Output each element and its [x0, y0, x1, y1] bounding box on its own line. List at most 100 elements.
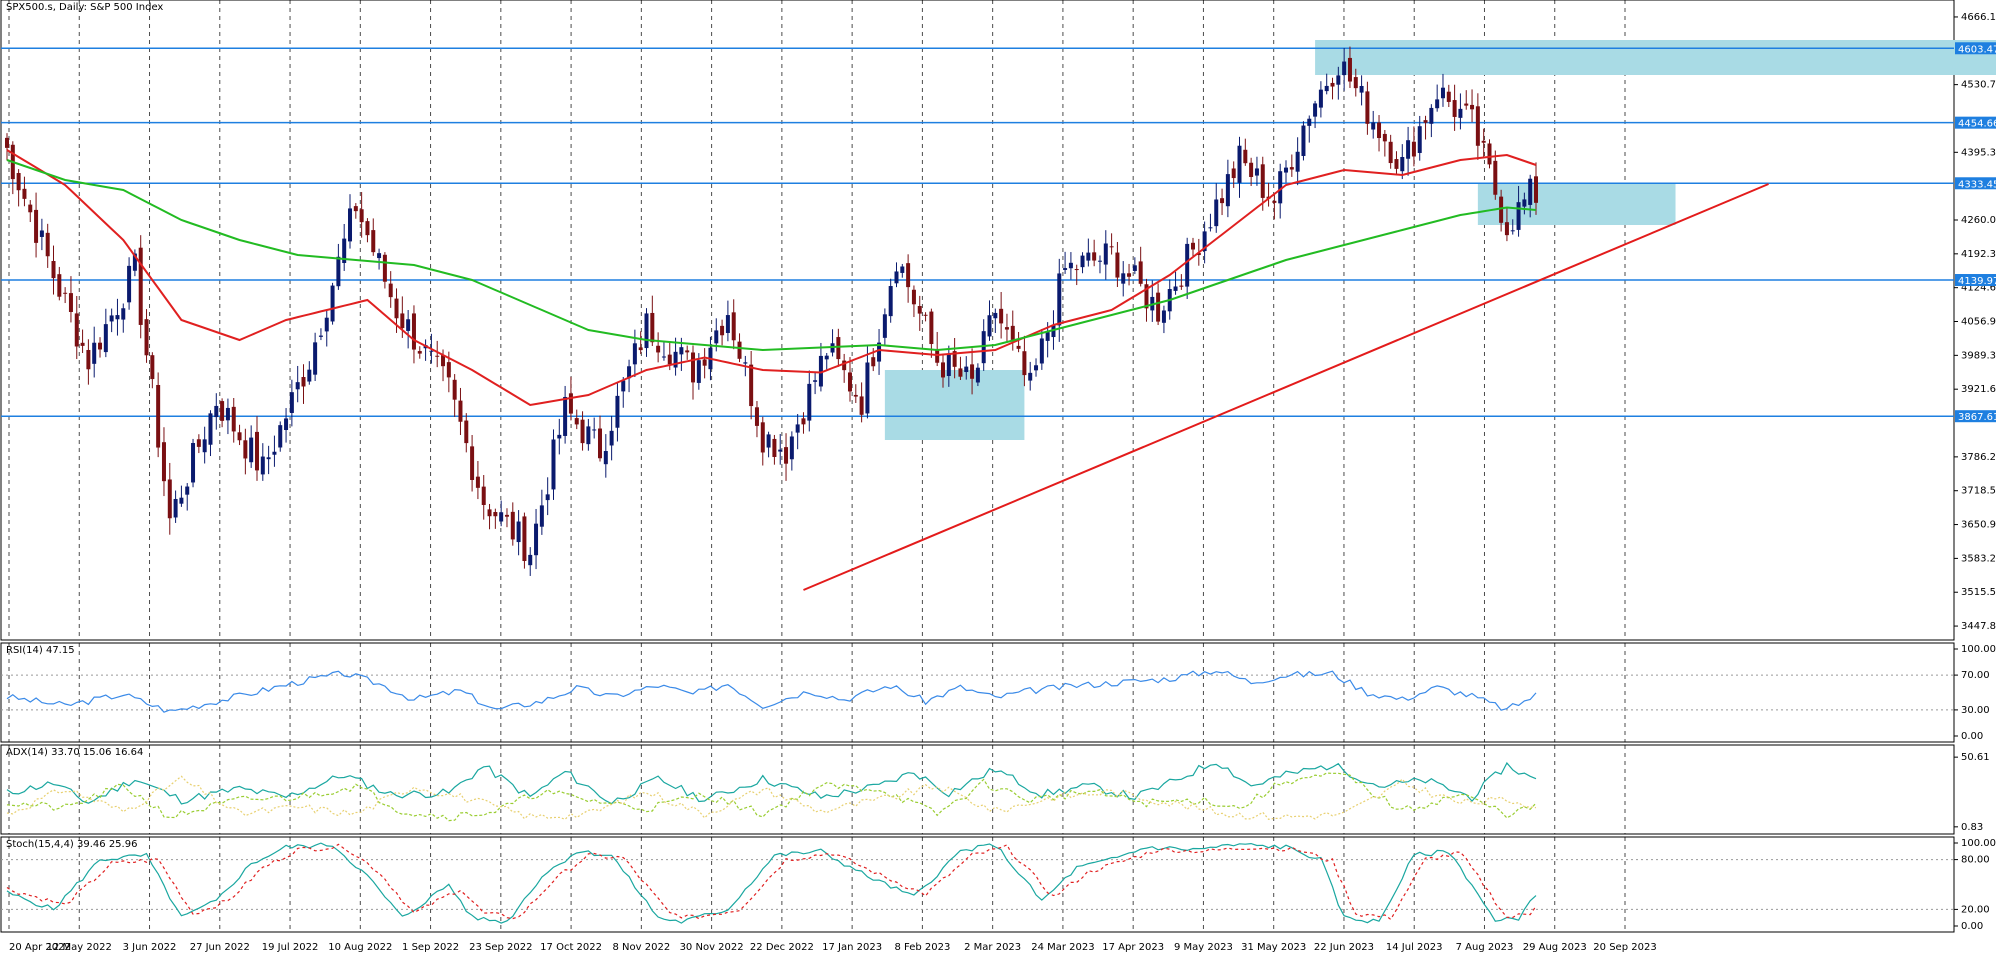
candle-body — [1185, 243, 1190, 287]
candle-body — [458, 400, 463, 422]
candle-body — [1063, 268, 1068, 270]
candle-body — [220, 401, 225, 421]
candle-body — [470, 446, 475, 480]
price-level-tag — [1955, 274, 1996, 287]
candle-body — [214, 405, 219, 418]
candle-body — [859, 396, 864, 415]
y-tick-label: 3447.86 — [1961, 621, 1996, 632]
candle-body — [667, 354, 672, 365]
candle-body — [1406, 140, 1411, 159]
candle-body — [1528, 178, 1533, 205]
price-level-label: 4603.47 — [1958, 44, 1996, 55]
candle-body — [1068, 262, 1073, 269]
indicator-line — [6, 843, 1537, 921]
candle-body — [1179, 285, 1184, 287]
candle-body — [121, 308, 126, 320]
candle-body — [400, 313, 405, 329]
candle-body — [946, 354, 951, 376]
candle-body — [557, 434, 562, 439]
candle-body — [1004, 327, 1009, 330]
support-zone — [1477, 183, 1676, 225]
candle-body — [487, 509, 492, 517]
candle-body — [1260, 164, 1265, 198]
candle-body — [1318, 89, 1323, 108]
candle-body — [1377, 122, 1382, 139]
panel-frame-2 — [0, 744, 1955, 835]
candle-body — [249, 437, 254, 463]
candle-body — [1156, 292, 1161, 322]
price-level-label: 3867.61 — [1958, 412, 1996, 423]
candle-body — [516, 521, 521, 543]
candle-body — [714, 330, 719, 344]
x-tick-label: 27 Jun 2022 — [190, 942, 250, 953]
candle-body — [1231, 168, 1236, 179]
candle-body — [871, 357, 876, 367]
indicator-line — [6, 775, 1537, 820]
candle-body — [1074, 269, 1079, 271]
candle-body — [34, 209, 39, 243]
x-tick-label: 14 Jul 2023 — [1386, 942, 1443, 953]
candle-body — [638, 347, 643, 351]
candle-body — [1307, 118, 1312, 126]
candle-body — [359, 209, 364, 223]
candle-body — [144, 319, 149, 356]
candle-body — [737, 341, 742, 359]
candle-body — [574, 418, 579, 425]
candle-body — [1225, 174, 1230, 207]
candle-body — [1487, 143, 1492, 165]
candle-body — [1394, 159, 1399, 169]
candle-body — [888, 286, 893, 317]
y-tick-label: 4124.66 — [1961, 283, 1996, 294]
candle-body — [406, 319, 411, 331]
x-tick-label: 3 Jun 2022 — [123, 942, 177, 953]
candle-body — [551, 439, 556, 490]
candle-body — [853, 394, 858, 397]
trend-line — [803, 183, 1769, 591]
candle-body — [92, 342, 97, 364]
panel-frame-0 — [0, 0, 1955, 641]
candle-body — [254, 431, 259, 471]
candle-body — [987, 315, 992, 337]
candle-body — [580, 419, 585, 444]
candle-body — [691, 352, 696, 383]
candle-body — [731, 312, 736, 341]
x-tick-label: 31 May 2023 — [1241, 942, 1306, 953]
candle-body — [1034, 365, 1039, 371]
candle-body — [749, 364, 754, 407]
candle-body — [981, 331, 986, 364]
candle-body — [964, 366, 969, 373]
x-tick-label: 17 Oct 2022 — [540, 942, 602, 953]
candle-body — [1452, 100, 1457, 117]
x-tick-label: 9 May 2023 — [1174, 942, 1233, 953]
y-tick-label: 0.83 — [1961, 822, 1983, 833]
x-tick-label: 29 Aug 2023 — [1523, 942, 1587, 953]
candle-body — [1336, 75, 1341, 85]
candle-body — [1440, 87, 1445, 99]
candle-body — [923, 314, 928, 316]
candle-body — [342, 238, 347, 264]
candle-body — [1243, 149, 1248, 164]
candle-body — [185, 486, 190, 495]
candle-body — [16, 173, 21, 191]
candle-body — [475, 476, 480, 488]
candle-body — [394, 298, 399, 319]
candle-body — [1086, 252, 1091, 261]
candle-body — [307, 369, 312, 382]
candle-body — [1202, 231, 1207, 252]
candle-body — [39, 230, 44, 237]
candle-body — [167, 479, 172, 519]
candle-body — [778, 449, 783, 452]
x-tick-label: 2 Mar 2023 — [964, 942, 1021, 953]
y-tick-label: 4666.10 — [1961, 12, 1996, 23]
candle-body — [900, 266, 905, 273]
panel-frame-1 — [0, 642, 1955, 743]
y-tick-label: 4395.38 — [1961, 147, 1996, 158]
candle-body — [161, 442, 166, 482]
candle-body — [464, 420, 469, 444]
candle-body — [1446, 91, 1451, 102]
main-chart-title: SPX500.s, Daily: S&P 500 Index — [6, 2, 164, 13]
candle-body — [301, 377, 306, 387]
candle-body — [51, 260, 56, 279]
